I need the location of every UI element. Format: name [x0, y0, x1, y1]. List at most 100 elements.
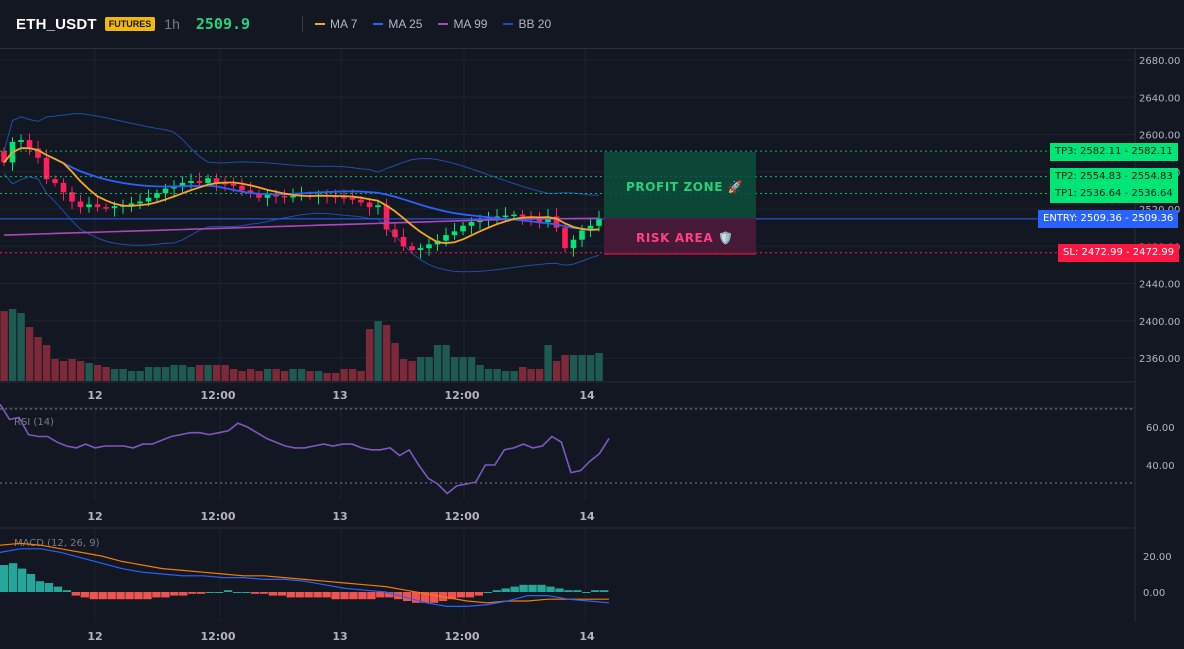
candle-body	[128, 203, 135, 206]
candle-body	[409, 246, 415, 250]
candle-body	[77, 201, 84, 208]
moving-averages	[3, 147, 600, 244]
volume-bar	[374, 321, 382, 381]
volume-bar	[595, 353, 603, 381]
legend-bb20-label: BB 20	[518, 17, 552, 31]
rsi-time-label: 12:00	[200, 510, 235, 523]
main-time-label: 12:00	[200, 389, 235, 402]
macd-histogram-bar	[214, 592, 224, 593]
volume-bar	[501, 371, 510, 381]
volume-bar	[272, 369, 280, 381]
main-time-label: 13	[332, 389, 347, 402]
candle-body	[349, 197, 356, 200]
symbol-name[interactable]: ETH_USDT	[16, 15, 97, 33]
entry-value: 2509.36	[1131, 213, 1174, 224]
rsi-axis-label: 60.00	[1146, 423, 1175, 434]
legend-ma99[interactable]: MA 99	[438, 17, 487, 31]
rsi-title: RSI (14)	[14, 417, 54, 428]
macd-histogram-bar	[89, 592, 98, 600]
macd-histogram-bar	[259, 592, 269, 594]
macd-time-label: 14	[579, 630, 595, 643]
tp2-price-tag[interactable]: TP2: 2554.83 - 2554.83	[1050, 168, 1178, 186]
ma7-swatch	[315, 23, 326, 25]
macd-histogram-bar	[0, 565, 9, 592]
price-axis-label: 2640.00	[1139, 93, 1180, 104]
ma25-line	[3, 147, 600, 231]
volume-bars	[0, 309, 603, 381]
macd-histogram-bar	[80, 592, 89, 598]
macd-histogram-bar	[35, 581, 45, 592]
macd-histogram-bar	[179, 592, 188, 596]
volume-bar	[238, 371, 246, 381]
macd-histogram-bar	[376, 592, 385, 598]
candle-body	[451, 231, 458, 236]
candle-body	[477, 220, 483, 223]
macd-histogram-bar	[152, 592, 161, 598]
candle-body	[290, 195, 296, 198]
volume-bar	[561, 355, 569, 381]
legend-ma25[interactable]: MA 25	[373, 17, 422, 31]
sl-price-tag[interactable]: SL: 2472.99 - 2472.99	[1058, 244, 1180, 262]
trade-zones: PROFIT ZONE 🚀 RISK AREA 🛡️	[604, 152, 756, 255]
ma7-line	[3, 147, 600, 244]
grid-lines	[0, 49, 1136, 622]
macd-line	[0, 548, 610, 608]
macd-histogram-bar	[546, 586, 555, 592]
volume-bar	[17, 313, 25, 381]
macd-histogram-bar	[62, 590, 72, 592]
candle-body	[103, 207, 109, 209]
volume-bar	[0, 311, 8, 381]
volume-bar	[51, 359, 59, 381]
entry-price-tag[interactable]: ENTRY: 2509.36 - 2509.36	[1038, 210, 1179, 228]
candle-body	[443, 235, 449, 241]
macd-histogram-bar	[367, 592, 376, 600]
macd-histogram-bar	[591, 590, 600, 592]
legend-ma7[interactable]: MA 7	[315, 17, 357, 31]
macd-time-label: 12	[87, 630, 102, 643]
tp3-price-tag[interactable]: TP3: 2582.11 - 2582.11	[1050, 143, 1178, 161]
time-axis[interactable]: 12 12:00 13 12:00 14 12 12:00 13 12:00 14 12 12:00 1…	[87, 389, 595, 643]
candle-body	[205, 178, 211, 183]
rsi-time-label: 14	[579, 510, 595, 523]
indicator-legend: MA 7 MA 25 MA 99 BB 20	[315, 17, 567, 31]
macd-axis-label: 20.00	[1143, 552, 1172, 563]
legend-bb20[interactable]: BB 20	[503, 17, 551, 31]
tp1-price-tag[interactable]: TP1: 2536.64 - 2536.64	[1050, 185, 1178, 203]
volume-bar	[569, 355, 578, 381]
volume-bar	[467, 357, 476, 381]
candle-body	[196, 181, 203, 183]
macd-histogram-bar	[241, 592, 251, 593]
macd-histogram-bar	[447, 592, 457, 600]
candle-body	[341, 196, 347, 199]
macd-histogram-bar	[295, 592, 304, 598]
volume-bar	[476, 365, 484, 381]
candle-body	[375, 205, 381, 208]
macd-histogram-bar	[555, 588, 564, 592]
candle-body	[154, 193, 160, 198]
macd-histogram-bar	[44, 583, 54, 592]
macd-histogram-bar	[411, 592, 421, 603]
volume-bar	[76, 361, 85, 381]
sl-value: 2472.99	[1132, 247, 1175, 258]
price-axis-label: 2680.00	[1139, 56, 1180, 67]
rsi-time-label: 13	[332, 510, 347, 523]
rsi-line	[0, 403, 610, 495]
macd-time-label: 12:00	[444, 630, 479, 643]
legend-ma99-label: MA 99	[453, 17, 488, 31]
timeframe-label[interactable]: 1h	[164, 16, 180, 32]
volume-bar	[212, 365, 221, 381]
last-price: 2509.9	[195, 15, 251, 33]
macd-histogram-bar	[385, 592, 394, 598]
volume-bar	[93, 365, 102, 381]
volume-bar	[416, 357, 425, 381]
volume-bar	[8, 309, 17, 381]
candle-body	[587, 225, 594, 231]
macd-histogram-bar	[17, 568, 27, 592]
candle-body	[213, 178, 220, 183]
volume-bar	[365, 329, 374, 381]
candle-body	[273, 195, 279, 197]
candle-body	[426, 244, 432, 249]
macd-histogram-bar	[304, 592, 313, 598]
rsi-time-label: 12	[87, 510, 102, 523]
